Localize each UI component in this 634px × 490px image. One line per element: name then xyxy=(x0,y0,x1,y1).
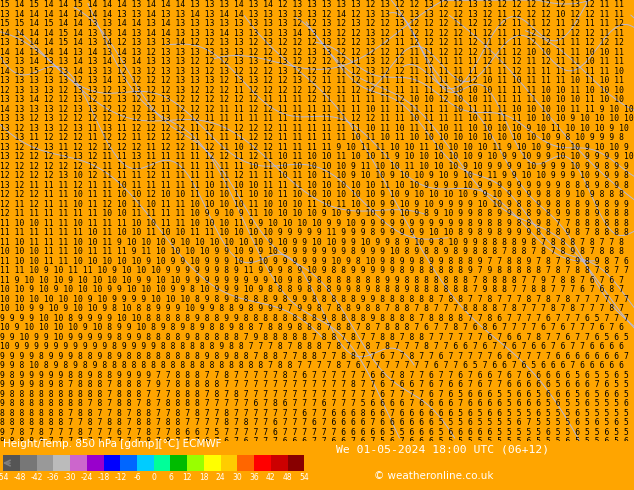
Text: 10 10 10 11 11 10 11 11 11 9 11 10 10 10 10 9 9 10 9 9 10 9 9 9 9 9 9 9 8 9 9 9 : 10 10 10 11 11 10 11 11 11 9 11 10 10 10… xyxy=(0,247,629,256)
Text: 13 12 11 11 11 12 11 11 10 11 11 11 11 11 10 11 10 10 11 11 11 10 10 10 10 10 11: 13 12 11 11 11 12 11 11 10 11 11 11 11 1… xyxy=(0,181,634,190)
Text: 13 14 14 14 14 14 14 14 13 13 14 13 13 14 13 14 14 13 13 13 13 13 12 14 12 13 13: 13 14 14 14 14 14 14 14 13 13 14 13 13 1… xyxy=(0,10,629,19)
Text: 14 13 15 12 13 14 13 13 12 13 12 13 13 13 12 13 12 12 12 13 12 12 12 11 12 13 12: 14 13 15 12 13 14 13 13 12 13 12 13 13 1… xyxy=(0,67,629,76)
Text: 9 7 8 7 8 7 7 7 8 7 7 7 6 7 7 8 7 7 8 6 6 7 5 7 7 7 7 7 6 7 7 7 7 7 7 6 6 6 6 6 : 9 7 8 7 8 7 7 7 8 7 7 7 6 7 7 8 7 7 8 6 … xyxy=(0,428,634,437)
Bar xyxy=(288,455,304,471)
Text: 9 9 9 9 8 9 8 7 8 8 8 7 8 8 8 7 9 7 8 8 8 8 8 7 7 7 7 7 7 7 7 7 7 7 7 7 8 7 7 6 : 9 9 9 9 8 9 8 7 8 8 8 7 8 8 8 7 9 7 8 8 … xyxy=(0,380,634,389)
Text: We 01-05-2024 18:00 UTC (06+12): We 01-05-2024 18:00 UTC (06+12) xyxy=(336,445,549,455)
Text: -48: -48 xyxy=(14,473,26,482)
Text: 13 13 11 12 12 12 11 12 12 11 12 12 12 11 11 11 11 12 12 11 11 11 11 11 10 11 10: 13 13 11 12 12 12 11 12 12 11 12 12 12 1… xyxy=(0,133,629,142)
Text: 13 13 13 13 13 12 13 14 13 12 12 12 13 13 13 12 13 13 12 12 13 12 11 11 12 11 11: 13 13 13 13 13 12 13 14 13 12 12 12 13 1… xyxy=(0,76,629,85)
Text: 13 12 12 12 13 13 12 11 11 13 11 11 11 11 12 12 11 12 11 10 11 10 10 11 10 10 11: 13 12 12 12 13 13 12 11 11 13 11 11 11 1… xyxy=(0,152,634,161)
Text: 9 9 9 9 8 9 9 9 8 8 9 8 9 8 8 8 8 8 8 8 8 9 8 9 8 8 7 8 8 7 7 8 8 7 7 8 8 7 7 6 : 9 9 9 9 8 9 9 9 8 8 9 8 9 8 8 8 8 8 8 8 … xyxy=(0,352,634,361)
Text: 18: 18 xyxy=(199,473,209,482)
Text: 14 14 14 14 15 14 13 13 14 13 14 14 13 13 13 14 13 13 13 13 14 13 13 12 12 13 12: 14 14 14 14 15 14 13 13 14 13 14 14 13 1… xyxy=(0,29,629,38)
Bar xyxy=(204,455,221,471)
Bar xyxy=(153,455,171,471)
Bar xyxy=(254,455,271,471)
Text: 12: 12 xyxy=(183,473,192,482)
Text: 11 11 11 11 11 11 10 11 10 10 11 10 10 11 11 10 10 10 10 9 9 9 9 9 11 9 9 9 8 9 : 11 11 11 11 11 11 10 11 10 10 11 10 10 1… xyxy=(0,228,634,237)
Text: 12 11 11 11 11 11 11 10 10 11 11 11 11 10 9 9 10 9 11 10 10 10 10 9 10 9 9 10 9 : 12 11 11 11 11 11 11 10 10 11 11 11 11 1… xyxy=(0,209,634,218)
Text: -18: -18 xyxy=(98,473,110,482)
Bar xyxy=(3,455,20,471)
Text: 8 8 8 8 8 8 8 7 8 8 7 7 8 7 8 8 7 7 8 7 8 7 7 8 7 7 7 7 7 7 7 6 7 7 6 6 6 8 6 6 : 8 8 8 8 8 8 8 7 8 8 7 7 8 7 8 8 7 7 8 7 … xyxy=(0,409,634,418)
Text: 13 13 12 13 12 12 12 12 12 12 13 13 12 12 11 11 11 11 11 11 11 11 11 11 12 12 11: 13 13 12 13 12 12 12 12 12 12 13 13 12 1… xyxy=(0,114,634,123)
Text: 0: 0 xyxy=(152,473,156,482)
Text: -24: -24 xyxy=(81,473,93,482)
Text: 12 12 12 11 11 10 11 11 10 10 12 10 10 11 10 10 11 10 10 11 10 10 10 10 10 10 9 : 12 12 12 11 11 10 11 11 10 10 12 10 10 1… xyxy=(0,190,629,199)
Bar xyxy=(53,455,70,471)
Bar xyxy=(70,455,87,471)
Text: 12 12 12 12 13 10 12 11 11 11 12 11 11 11 11 11 12 11 11 10 11 10 11 10 9 10 10 : 12 12 12 12 13 10 12 11 11 11 12 11 11 1… xyxy=(0,171,634,180)
Text: © weatheronline.co.uk: © weatheronline.co.uk xyxy=(374,471,493,481)
Text: 13 12 13 13 12 13 11 13 11 12 12 12 12 11 12 11 12 12 12 11 11 11 11 11 11 10 11: 13 12 13 13 12 13 11 13 11 12 12 12 12 1… xyxy=(0,124,634,133)
Text: 42: 42 xyxy=(266,473,276,482)
Bar xyxy=(120,455,137,471)
Text: 12 11 12 11 11 10 11 12 10 11 10 11 11 10 10 10 10 11 10 10 10 11 10 11 10 10 9 : 12 11 12 11 11 10 11 12 10 11 10 11 11 1… xyxy=(0,200,634,209)
Text: 9 9 8 10 8 9 8 9 8 9 8 8 8 8 8 8 8 8 8 8 8 8 8 8 8 8 8 7 8 8 7 7 7 7 8 7 6 7 7 7: 9 9 8 10 8 9 8 9 8 9 8 8 8 8 8 8 8 8 8 8… xyxy=(0,361,629,370)
Text: 15 14 15 14 14 15 14 14 14 13 14 14 14 13 13 13 14 13 14 12 13 13 13 13 13 12 13: 15 14 15 14 14 15 14 14 14 13 14 14 14 1… xyxy=(0,0,629,9)
Bar xyxy=(171,455,187,471)
Text: 8 8 8 8 8 7 7 7 7 7 7 7 7 7 7 8 7 8 7 7 7 6 7 6 7 6 7 7 7 6 6 6 7 7 6 6 7 6 7 5 : 8 8 8 8 8 7 7 7 7 7 7 7 7 7 7 8 7 8 7 7 … xyxy=(0,437,634,446)
Text: 30: 30 xyxy=(233,473,242,482)
Text: 12 12 12 12 12 12 12 11 11 11 12 11 11 11 11 11 11 10 11 10 10 10 10 10 9 11 10 : 12 12 12 12 12 12 12 11 11 11 12 11 11 1… xyxy=(0,162,634,171)
Bar xyxy=(137,455,153,471)
Text: 12 13 13 13 12 13 13 12 13 13 12 12 13 12 12 12 11 12 12 12 12 12 12 11 12 12 11: 12 13 13 13 12 13 13 12 13 13 12 12 13 1… xyxy=(0,86,629,95)
Text: 11 10 11 11 11 10 10 11 9 10 10 10 9 10 10 10 10 10 10 9 10 9 9 10 10 9 9 10 9 9: 11 10 11 11 11 10 10 11 9 10 10 10 9 10 … xyxy=(0,238,629,247)
Text: 24: 24 xyxy=(216,473,226,482)
Text: Height/Temp. 850 hPa [gdmp][°C] ECMWF: Height/Temp. 850 hPa [gdmp][°C] ECMWF xyxy=(3,439,222,449)
Bar xyxy=(20,455,37,471)
Text: 13 12 12 13 11 12 12 12 12 12 11 12 12 11 12 11 10 12 12 11 11 11 11 9 10 11 11 : 13 12 12 13 11 12 12 12 12 12 11 12 12 1… xyxy=(0,143,634,152)
Text: 9 8 8 8 8 8 8 8 8 7 8 7 8 8 7 8 7 8 8 8 8 7 7 7 7 7 6 7 8 6 7 7 7 6 7 7 7 5 6 6 : 9 8 8 8 8 8 8 8 8 7 8 7 8 8 7 8 7 8 8 8 … xyxy=(0,399,634,408)
Text: 48: 48 xyxy=(283,473,292,482)
Text: 10 9 9 9 9 9 9 9 9 9 9 8 9 9 9 9 8 8 8 8 8 8 9 8 8 7 7 7 8 7 8 8 8 7 8 7 7 8 7 8: 10 9 9 9 9 9 9 9 9 9 9 8 9 9 9 9 8 8 8 8… xyxy=(0,342,629,351)
Text: 15 15 14 15 14 14 13 13 14 14 13 14 13 13 13 13 13 13 13 13 12 12 13 12 13 12 12: 15 15 14 15 14 14 13 13 14 14 13 14 13 1… xyxy=(0,19,629,28)
Bar xyxy=(237,455,254,471)
Text: -30: -30 xyxy=(64,473,76,482)
Text: 10 10 9 10 9 10 10 10 9 9 10 10 10 9 9 8 10 9 9 9 10 9 8 8 8 9 8 8 8 9 9 8 9 8 8: 10 10 9 10 9 10 10 10 9 9 10 10 10 9 9 8… xyxy=(0,285,629,294)
Text: 8 8 8 8 8 8 8 7 7 8 7 8 8 7 8 8 7 8 8 7 7 7 7 8 7 8 7 7 6 7 7 7 6 7 6 6 6 6 7 6 : 8 8 8 8 8 8 8 7 7 8 7 8 8 7 8 8 7 8 8 7 … xyxy=(0,418,634,427)
Text: 9 8 8 8 8 8 8 8 8 8 8 7 8 8 8 7 7 7 8 8 8 7 8 7 8 7 7 7 7 7 7 7 7 7 7 7 7 7 7 6 : 9 8 8 8 8 8 8 8 8 8 8 7 8 8 8 7 7 7 8 8 … xyxy=(0,390,634,399)
Bar xyxy=(87,455,103,471)
Text: 54: 54 xyxy=(299,473,309,482)
Text: 11 10 10 11 11 10 10 10 10 10 9 10 9 9 10 9 9 9 10 9 10 9 9 9 9 9 9 10 9 8 10 9 : 11 10 10 11 11 10 10 10 10 10 9 10 9 9 1… xyxy=(0,257,634,266)
Text: 13 13 14 12 12 13 12 12 13 12 12 13 12 12 12 12 12 12 11 11 11 12 11 11 11 11 11: 13 13 14 12 12 13 12 12 13 12 12 13 12 1… xyxy=(0,95,629,104)
Text: 9 9 9 9 10 10 8 9 9 9 9 10 10 8 8 8 8 8 9 8 8 9 9 8 8 8 8 8 8 8 8 9 8 8 8 8 9 8 : 9 9 9 9 10 10 8 9 9 9 9 10 10 8 8 8 8 8 … xyxy=(0,314,634,323)
Text: 9 9 10 9 9 10 9 9 9 9 9 8 9 9 8 8 8 8 9 8 8 8 8 8 7 9 8 8 8 8 8 7 8 8 7 8 7 7 8 : 9 9 10 9 9 10 9 9 9 9 9 8 9 9 8 8 8 8 9 … xyxy=(0,333,634,342)
Bar xyxy=(187,455,204,471)
Bar xyxy=(103,455,120,471)
Text: -12: -12 xyxy=(114,473,126,482)
Bar xyxy=(271,455,288,471)
Text: 13 13 14 14 15 14 13 14 12 13 13 13 14 12 12 13 13 12 13 12 12 12 13 12 12 13 12: 13 13 14 14 15 14 13 14 12 13 13 13 14 1… xyxy=(0,38,629,47)
Text: 10 10 9 9 10 9 10 10 9 8 10 8 8 9 9 9 10 9 9 8 8 9 8 9 9 9 7 9 9 8 7 8 8 9 8 8 7: 10 10 9 9 10 9 10 10 9 8 10 8 8 9 9 9 10… xyxy=(0,304,629,313)
Text: -54: -54 xyxy=(0,473,10,482)
Text: 36: 36 xyxy=(249,473,259,482)
Text: 11 9 10 10 10 9 10 10 10 10 9 9 10 10 9 9 9 9 9 9 9 9 9 10 9 8 9 8 8 8 8 8 8 8 9: 11 9 10 10 10 9 10 10 10 10 9 9 10 10 9 … xyxy=(0,276,629,285)
Text: 11 10 10 11 11 10 11 11 11 10 10 11 11 10 10 10 11 9 9 10 10 10 10 9 9 10 9 9 9 : 11 10 10 11 11 10 11 11 11 10 10 11 11 1… xyxy=(0,219,634,228)
Text: 10 10 10 10 10 10 9 10 9 9 9 9 10 10 10 8 9 8 9 8 8 8 8 9 8 9 9 8 8 8 8 8 9 9 8 : 10 10 10 10 10 10 9 10 9 9 9 9 10 10 10 … xyxy=(0,295,634,304)
Text: 6: 6 xyxy=(168,473,173,482)
Text: 9 8 9 9 9 9 9 8 8 9 8 8 9 9 9 9 7 7 8 8 8 7 7 8 7 7 7 7 7 8 7 6 7 7 7 7 7 7 6 6 : 9 8 9 9 9 9 9 8 8 9 8 8 9 9 9 9 7 7 8 8 … xyxy=(0,371,634,380)
Bar xyxy=(221,455,237,471)
Text: 10 9 10 10 10 10 9 10 8 9 9 10 8 9 8 9 8 9 8 8 9 8 8 7 8 8 9 8 8 8 7 8 8 7 8 7 8: 10 9 10 10 10 10 9 10 8 9 9 10 8 9 8 9 8… xyxy=(0,323,629,332)
Text: 14 13 13 13 12 13 13 12 12 12 12 11 12 12 12 11 11 12 12 11 11 11 11 11 11 10 11: 14 13 13 13 12 13 13 12 12 12 12 11 12 1… xyxy=(0,105,634,114)
Text: 13 13 14 13 13 14 13 14 13 14 13 13 13 12 12 12 13 13 12 13 12 12 12 12 11 13 12: 13 13 14 13 13 14 13 14 13 14 13 13 13 1… xyxy=(0,57,629,66)
Text: 14 14 13 14 14 13 14 13 14 13 12 13 13 13 13 13 13 12 12 12 12 13 13 12 12 12 12: 14 14 13 14 14 13 14 13 14 13 12 13 13 1… xyxy=(0,48,629,57)
Text: -6: -6 xyxy=(133,473,141,482)
Bar xyxy=(37,455,53,471)
Text: -42: -42 xyxy=(30,473,43,482)
Text: 11 11 10 9 10 11 11 10 9 10 10 10 9 9 9 9 9 9 8 9 11 9 9 9 8 9 10 9 8 8 9 9 9 9 : 11 11 10 9 10 11 11 10 9 10 10 10 9 9 9 … xyxy=(0,266,634,275)
Text: -36: -36 xyxy=(47,473,60,482)
